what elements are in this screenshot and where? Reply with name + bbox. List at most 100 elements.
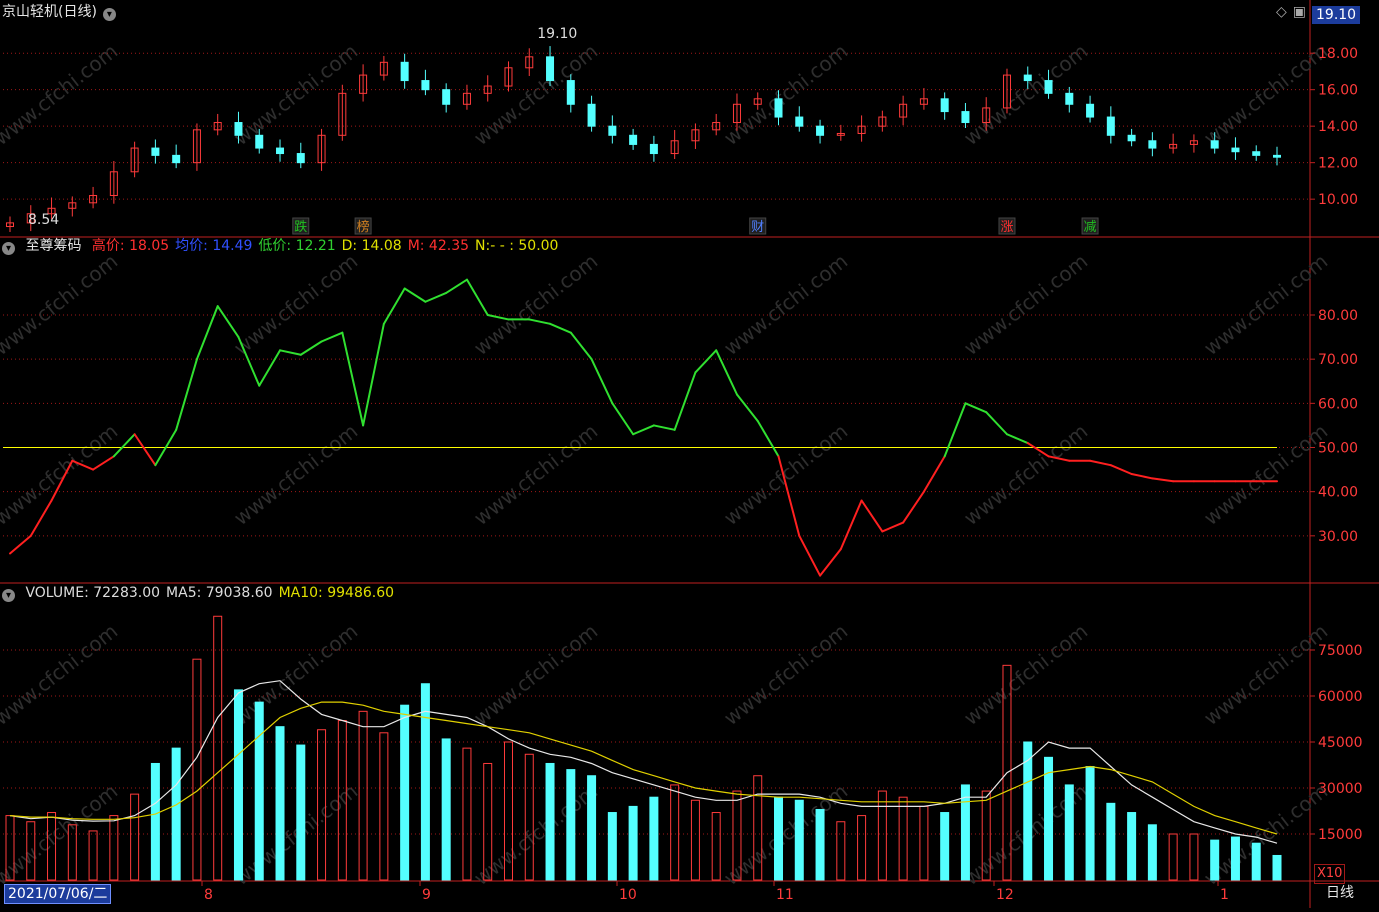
candle-body	[6, 222, 14, 228]
chevron-down-icon[interactable]: ▾	[2, 589, 15, 602]
volume-value-1: MA5: 79038.60	[166, 585, 273, 601]
volume-bar	[898, 796, 908, 881]
watermark-text: www.cfchi.com	[1199, 39, 1332, 150]
indicator-line-segment	[258, 349, 282, 387]
indicator-line-segment	[964, 402, 988, 414]
volume-bar	[275, 726, 285, 881]
title-bar: 京山轻机(日线) ▾	[2, 3, 122, 21]
volume-bar	[441, 738, 451, 881]
candle-body	[213, 122, 222, 131]
candle-body	[649, 143, 658, 155]
event-marker-box	[998, 217, 1016, 235]
indicator-line-segment	[694, 349, 718, 374]
volume-bar	[566, 769, 576, 881]
volume-tick-label: 45000	[1318, 735, 1363, 751]
candle-body	[691, 129, 700, 142]
volume-bar	[1127, 812, 1137, 881]
volume-bar	[815, 808, 825, 881]
indicator-line-segment	[29, 499, 53, 537]
indicator-line-segment	[50, 459, 74, 502]
volume-bar	[857, 815, 867, 881]
volume-bar	[88, 830, 98, 881]
candle-body	[1169, 143, 1178, 149]
indicator-tick-label: 50.00	[1318, 441, 1358, 457]
volume-bar	[607, 812, 617, 881]
volume-bar	[1272, 854, 1282, 881]
indicator-tick-label: 80.00	[1318, 308, 1358, 324]
volume-bar	[358, 710, 368, 881]
indicator-line-segment	[216, 305, 240, 339]
indicator-line-segment	[195, 305, 219, 361]
candle-body	[151, 147, 160, 156]
volume-bar	[732, 790, 742, 881]
volume-tick-label: 30000	[1318, 781, 1363, 797]
indicator-line-segment	[777, 455, 801, 537]
indicator-tick-label: 40.00	[1318, 485, 1358, 501]
chevron-down-icon[interactable]: ▾	[2, 242, 15, 255]
candle-body	[670, 140, 679, 155]
indicator-line-segment	[1089, 459, 1112, 467]
indicator-line-segment	[715, 349, 738, 396]
volume-bar	[836, 821, 846, 881]
chevron-down-icon[interactable]: ▾	[102, 8, 116, 21]
candle-body	[732, 103, 741, 124]
volume-bar	[753, 775, 763, 881]
indicator-line-segment	[1130, 473, 1154, 480]
indicator-line-segment	[652, 424, 676, 431]
candle-body	[462, 92, 471, 105]
watermark-text: www.cfchi.com	[229, 419, 362, 530]
indicator-line-segment	[1109, 464, 1133, 475]
window-icon[interactable]: ▣	[1292, 4, 1307, 20]
candle-body	[587, 103, 596, 127]
indicator-line-segment	[839, 499, 863, 551]
candle-body	[1002, 74, 1011, 109]
volume-bar	[1002, 664, 1012, 881]
candle-body	[26, 213, 35, 224]
indicator-line-segment	[943, 402, 967, 458]
candle-body	[317, 134, 326, 164]
volume-bar	[1251, 842, 1261, 881]
volume-bar	[774, 796, 784, 881]
indicator-line-segment	[237, 336, 261, 387]
candle-body	[629, 134, 638, 145]
event-marker-box	[749, 217, 767, 235]
indicator-line-segment	[798, 534, 822, 577]
month-label: 11	[776, 887, 794, 903]
volume-bar	[1023, 741, 1033, 881]
indicator-line-segment	[320, 331, 344, 343]
volume-value-2: MA10: 99486.60	[278, 585, 395, 601]
candle-body	[525, 56, 534, 69]
indicator-tick-label: 60.00	[1318, 396, 1358, 412]
candle-body	[296, 153, 305, 164]
indicator-tick-label: 30.00	[1318, 529, 1358, 545]
candle-body	[712, 122, 721, 131]
volume-bar	[67, 824, 77, 881]
month-label: 10	[619, 887, 637, 903]
candle-body	[89, 195, 98, 204]
candle-body	[1210, 140, 1219, 149]
volume-bar	[960, 784, 970, 881]
period-label[interactable]: 日线	[1326, 885, 1354, 901]
volume-bar	[26, 821, 36, 881]
candle-body	[566, 80, 575, 105]
stock-title: 京山轻机(日线)	[2, 4, 97, 20]
volume-bar	[1085, 766, 1095, 881]
volume-bar	[317, 729, 327, 881]
volume-bar	[130, 793, 140, 881]
candle-body	[899, 103, 908, 118]
candle-body	[795, 116, 804, 127]
price-badge: 19.10	[1312, 6, 1361, 24]
watermark-text: www.cfchi.com	[719, 249, 852, 360]
diamond-icon[interactable]: ◇	[1276, 4, 1287, 20]
candle-body	[1106, 116, 1115, 136]
candle-body	[1086, 103, 1095, 118]
volume-bar	[254, 701, 264, 881]
price-tick-label: 10.00	[1318, 192, 1358, 208]
volume-bar	[1210, 839, 1220, 881]
indicator-line-segment	[1047, 455, 1071, 462]
price-tick-label: 14.00	[1318, 119, 1358, 135]
indicator-line-segment	[985, 411, 1008, 436]
candle-body	[192, 129, 201, 164]
